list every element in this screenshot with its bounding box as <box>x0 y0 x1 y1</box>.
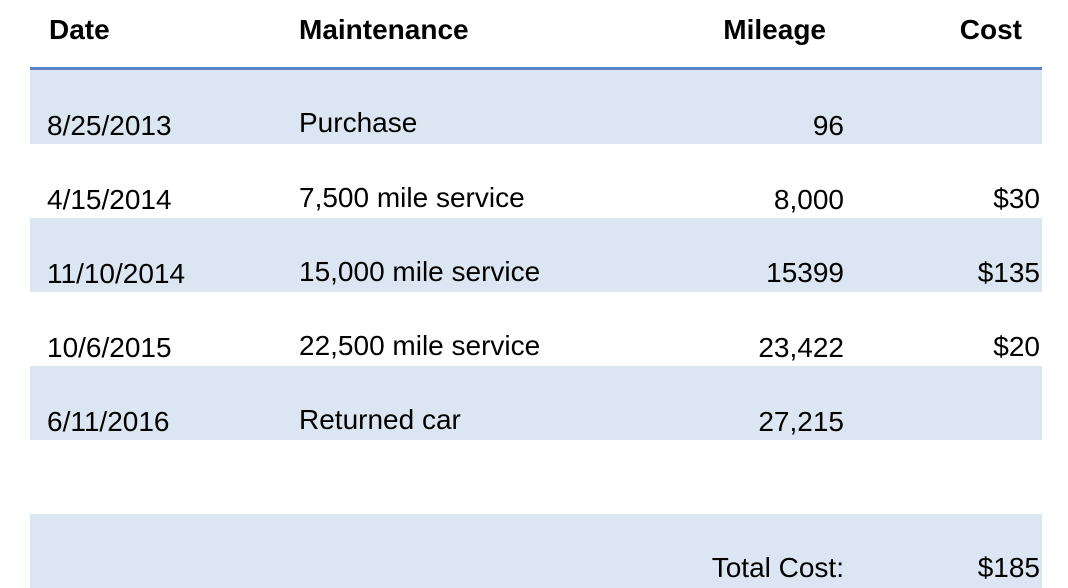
empty-row <box>30 440 1042 514</box>
row-maintenance: Returned car <box>299 404 461 435</box>
header-maintenance: Maintenance <box>299 14 469 45</box>
table-row: 11/10/2014 15,000 mile service 15399 $13… <box>30 218 1042 292</box>
row-date: 6/11/2016 <box>47 406 170 437</box>
row-mileage: 8,000 <box>773 184 844 215</box>
table-row: 6/11/2016 Returned car 27,215 <box>30 366 1042 440</box>
header-date: Date <box>49 14 110 45</box>
row-date: 11/10/2014 <box>47 258 186 289</box>
row-cost: $20 <box>993 331 1040 362</box>
table-row: 10/6/2015 22,500 mile service 23,422 $20 <box>30 292 1042 366</box>
table-row: 4/15/2014 7,500 mile service 8,000 $30 <box>30 144 1042 218</box>
row-maintenance: 15,000 mile service <box>299 256 541 287</box>
row-cost: $30 <box>993 183 1040 214</box>
row-mileage: 23,422 <box>758 332 844 363</box>
row-date: 8/25/2013 <box>47 110 172 141</box>
table-header: Date Maintenance Mileage Cost <box>30 0 1042 70</box>
row-mileage: 96 <box>812 110 844 141</box>
row-cost: $135 <box>977 257 1040 288</box>
maintenance-table: Date Maintenance Mileage Cost 8/25/2013 … <box>30 0 1042 588</box>
row-mileage: 27,215 <box>758 406 844 437</box>
row-date: 4/15/2014 <box>47 184 172 215</box>
row-maintenance: 7,500 mile service <box>299 182 525 213</box>
total-row: Total Cost: $185 <box>30 514 1042 588</box>
row-mileage: 15399 <box>766 257 844 288</box>
header-mileage: Mileage <box>723 14 826 45</box>
row-date: 10/6/2015 <box>47 332 172 363</box>
table-row: 8/25/2013 Purchase 96 <box>30 70 1042 144</box>
total-label: Total Cost: <box>711 552 844 583</box>
header-cost: Cost <box>959 14 1022 45</box>
row-maintenance: 22,500 mile service <box>299 330 541 361</box>
row-maintenance: Purchase <box>299 107 418 138</box>
total-value: $185 <box>977 552 1040 583</box>
